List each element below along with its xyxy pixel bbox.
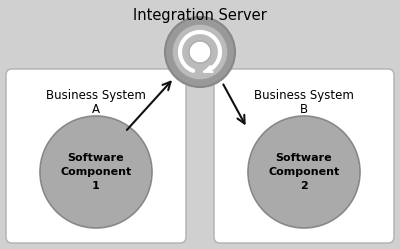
- Circle shape: [189, 41, 211, 63]
- Text: Software
Component
2: Software Component 2: [268, 153, 340, 191]
- Text: A: A: [92, 103, 100, 116]
- Text: Software
Component
1: Software Component 1: [60, 153, 132, 191]
- Text: Business System: Business System: [254, 89, 354, 102]
- Text: Business System: Business System: [46, 89, 146, 102]
- Text: B: B: [300, 103, 308, 116]
- Circle shape: [248, 116, 360, 228]
- FancyBboxPatch shape: [214, 69, 394, 243]
- Circle shape: [40, 116, 152, 228]
- FancyBboxPatch shape: [6, 69, 186, 243]
- Text: Integration Server: Integration Server: [133, 8, 267, 23]
- Circle shape: [165, 17, 235, 87]
- Circle shape: [172, 24, 228, 80]
